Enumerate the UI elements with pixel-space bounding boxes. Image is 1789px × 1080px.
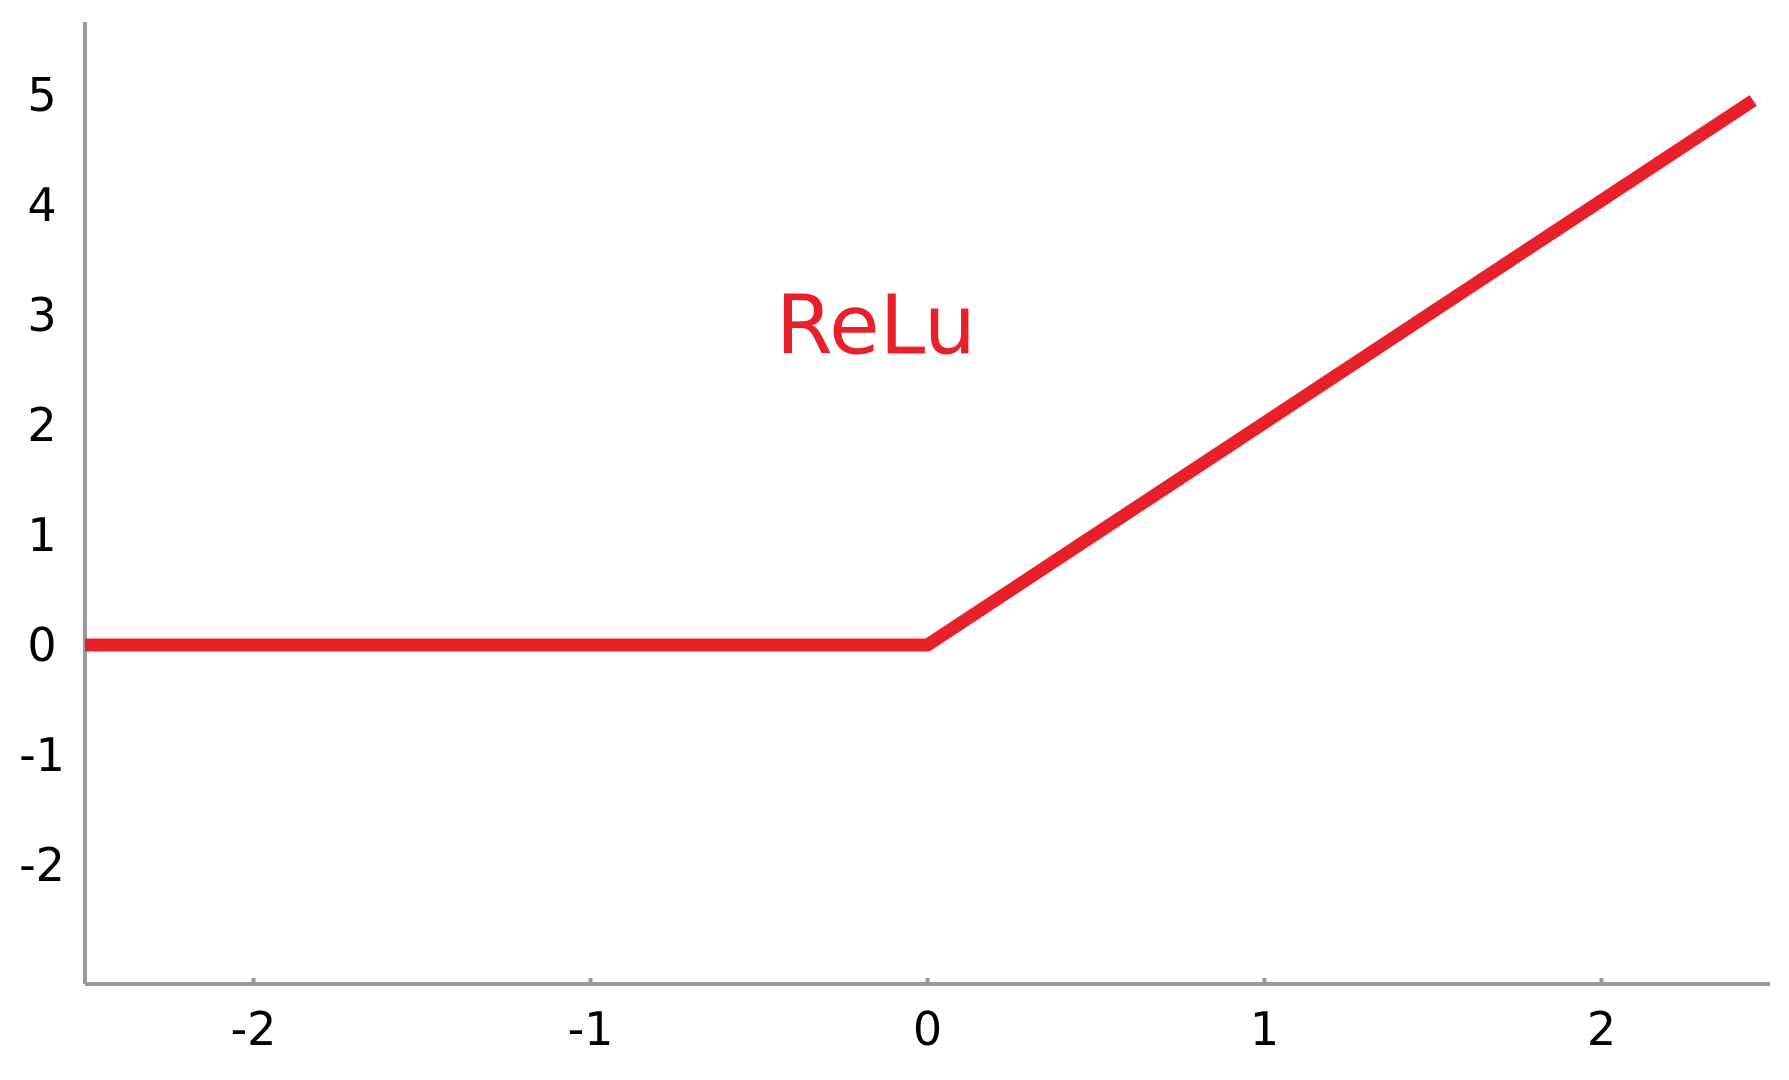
y-axis-ticks: 5 4 3 2 1 0 -1 -2 — [19, 68, 65, 892]
relu-series-line — [85, 95, 1757, 652]
x-tick-label: 0 — [913, 1002, 942, 1056]
y-tick-label: 4 — [27, 178, 56, 232]
series-layer — [85, 95, 1757, 652]
x-tick-label: 2 — [1587, 1002, 1616, 1056]
x-tick-label: 1 — [1250, 1002, 1279, 1056]
x-axis-ticks: -2 -1 0 1 2 — [231, 978, 1616, 1056]
x-tick-label: -1 — [568, 1002, 614, 1056]
relu-annotation: ReLu — [776, 279, 976, 374]
y-tick-label: 5 — [27, 68, 56, 122]
y-tick-label: 1 — [27, 508, 56, 562]
y-tick-label: -2 — [19, 838, 65, 892]
y-tick-label: -1 — [19, 728, 65, 782]
y-tick-label: 3 — [27, 288, 56, 342]
y-tick-label: 0 — [27, 618, 56, 672]
annotation-layer: ReLu — [776, 279, 976, 374]
x-tick-label: -2 — [231, 1002, 277, 1056]
y-tick-label: 2 — [27, 398, 56, 452]
